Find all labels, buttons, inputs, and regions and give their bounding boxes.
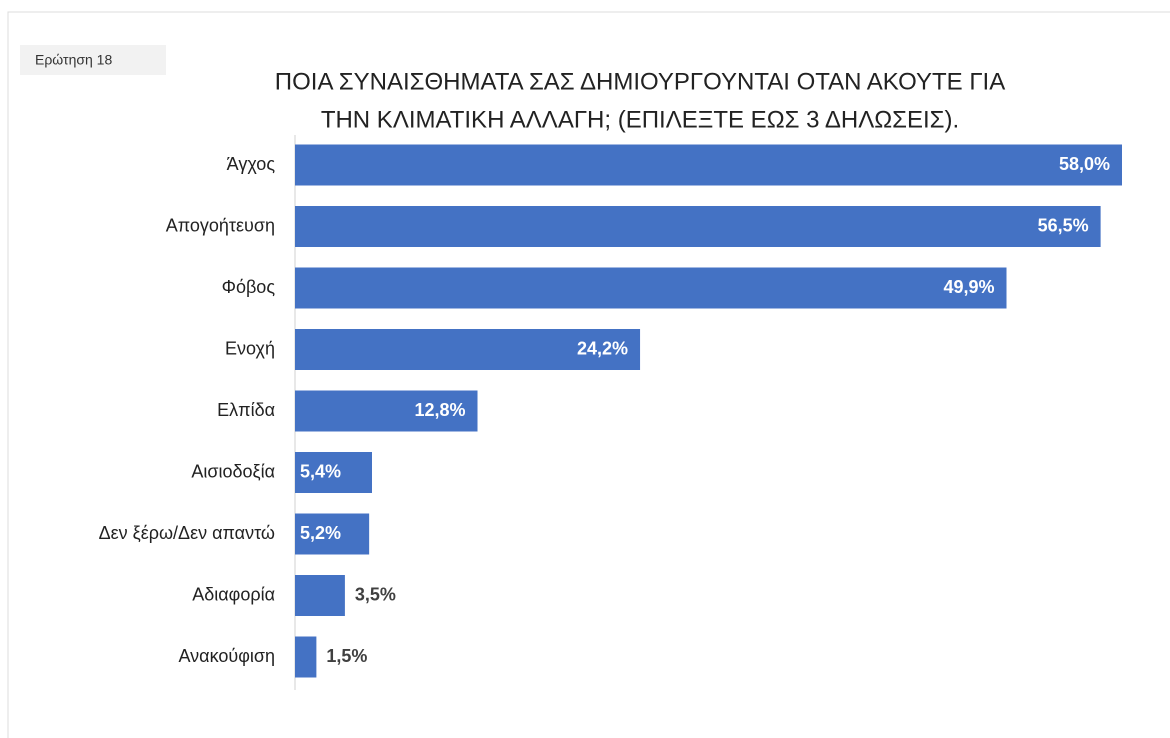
chart-title: ΠΟΙΑ ΣΥΝΑΙΣΘΗΜΑΤΑ ΣΑΣ ΔΗΜΙΟΥΡΓΟΥΝΤΑΙ ΟΤΑ… (275, 68, 1005, 95)
bar (295, 267, 1007, 309)
bar (295, 206, 1101, 247)
value-label: 24,2% (577, 338, 628, 358)
value-label: 3,5% (355, 584, 396, 604)
value-label: 12,8% (414, 400, 465, 420)
value-label: 5,4% (300, 461, 341, 481)
category-label: Ανακούφιση (178, 646, 275, 666)
question-tag: Ερώτηση 18 (35, 52, 112, 68)
value-label: 5,2% (300, 523, 341, 543)
category-label: Αισιοδοξία (191, 461, 275, 481)
category-label: Φόβος (222, 277, 276, 297)
value-label: 58,0% (1059, 154, 1110, 174)
bar (295, 513, 370, 555)
tag-box (20, 45, 166, 75)
bar (295, 390, 478, 432)
value-label: 49,9% (943, 277, 994, 297)
bar (295, 575, 345, 616)
category-label: Ενοχή (225, 338, 275, 358)
category-label: Αδιαφορία (192, 584, 275, 604)
bar (295, 636, 317, 678)
value-label: 1,5% (326, 646, 367, 666)
bar (295, 144, 1122, 186)
bar (295, 329, 641, 370)
chart-title: ΤΗΝ ΚΛΙΜΑΤΙΚΗ ΑΛΛΑΓΗ; (ΕΠΙΛΕΞΤΕ ΕΩΣ 3 ΔΗ… (321, 106, 959, 133)
category-label: Άγχος (227, 154, 276, 174)
value-label: 56,5% (1038, 215, 1089, 235)
category-label: Δεν ξέρω/Δεν απαντώ (99, 523, 275, 543)
category-label: Απογοήτευση (166, 215, 275, 235)
bar (295, 452, 372, 493)
frame (7, 11, 1170, 738)
category-label: Ελπίδα (217, 400, 275, 420)
